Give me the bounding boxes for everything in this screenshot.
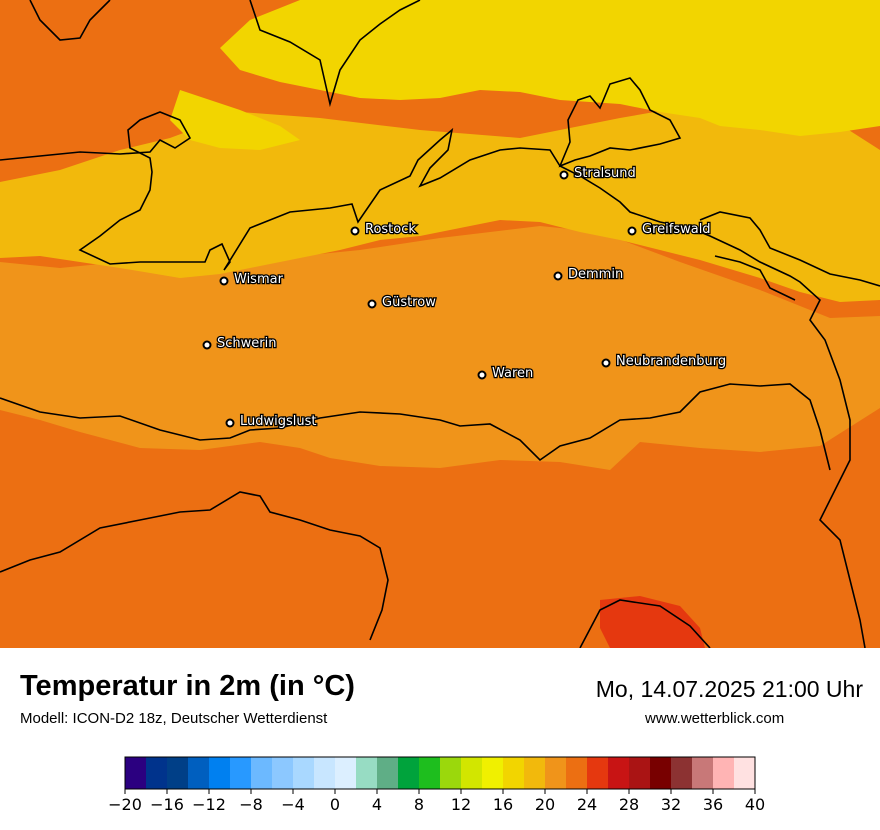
- city-label: Rostock: [365, 222, 416, 237]
- city-marker: Wismar: [219, 271, 285, 288]
- city-label: Wismar: [234, 272, 284, 287]
- legend-tick-label: 24: [577, 795, 597, 814]
- legend-tick-label: 8: [414, 795, 424, 814]
- legend-tick-label: −8: [239, 795, 263, 814]
- legend-swatch: [671, 757, 693, 789]
- city-label: Neubrandenburg: [616, 354, 726, 369]
- city-label: Demmin: [568, 267, 623, 282]
- legend-tick-label: 36: [703, 795, 723, 814]
- legend-swatch: [587, 757, 609, 789]
- forecast-datetime: Mo, 14.07.2025 21:00 Uhr: [595, 676, 863, 702]
- legend-swatch: [650, 757, 672, 789]
- legend-border: [124, 756, 756, 790]
- legend-swatch: [293, 757, 315, 789]
- city-label: Güstrow: [382, 295, 436, 310]
- model-subtitle: Modell: ICON-D2 18z, Deutscher Wetterdie…: [20, 710, 328, 727]
- city-marker: Demmin: [553, 266, 624, 283]
- legend-swatch: [482, 757, 504, 789]
- band-16-18-b: [170, 90, 300, 150]
- city-label: Ludwigslust: [240, 414, 317, 429]
- legend-tick-label: 28: [619, 795, 639, 814]
- legend-swatch: [713, 757, 735, 789]
- band-16-18: [220, 0, 880, 136]
- legend-tick-label: 12: [451, 795, 471, 814]
- city-label: Waren: [492, 366, 533, 381]
- legend-swatch: [356, 757, 378, 789]
- city-marker: Güstrow: [367, 294, 437, 311]
- legend-tick-label: 32: [661, 795, 681, 814]
- band-20-22: [0, 226, 880, 470]
- legend-tick-label: 4: [372, 795, 382, 814]
- border-east: [579, 599, 711, 648]
- legend-swatch: [566, 757, 588, 789]
- coastline-ruegen: [558, 77, 682, 168]
- legend-tick-label: 40: [745, 795, 765, 814]
- city-label: Stralsund: [574, 166, 636, 181]
- legend-swatch: [461, 757, 483, 789]
- legend-swatch: [629, 757, 651, 789]
- legend-tick-label: −12: [192, 795, 226, 814]
- border-state: [0, 383, 831, 471]
- city-marker: Schwerin: [202, 335, 278, 352]
- legend-swatch: [314, 757, 336, 789]
- coastline-usedom: [699, 211, 880, 287]
- city-marker: Stralsund: [559, 165, 637, 182]
- legend-swatch: [209, 757, 231, 789]
- legend-swatch: [146, 757, 168, 789]
- legend-swatch: [734, 757, 756, 789]
- legend-tick-label: 20: [535, 795, 555, 814]
- coastline-north: [29, 0, 111, 41]
- city-marker: Ludwigslust: [225, 413, 318, 430]
- city-dot: [601, 358, 611, 368]
- city-dot: [225, 418, 235, 428]
- legend-swatch: [398, 757, 420, 789]
- legend-swatch: [503, 757, 525, 789]
- legend-swatch: [545, 757, 567, 789]
- legend-swatch: [419, 757, 441, 789]
- legend-swatch: [524, 757, 546, 789]
- temperature-legend: −20 −16 −12 −8 −4 0 4 8 12 16 20 24 28 32 36 40: [108, 756, 765, 814]
- legend-swatch: [167, 757, 189, 789]
- city-dot: [559, 170, 569, 180]
- coastline-haff: [714, 255, 796, 301]
- city-label: Schwerin: [217, 336, 276, 351]
- legend-swatch: [251, 757, 273, 789]
- legend-swatch: [692, 757, 714, 789]
- legend-tick-label: −4: [281, 795, 305, 814]
- coastline: [0, 111, 866, 648]
- legend-swatch: [608, 757, 630, 789]
- city-marker: Waren: [477, 365, 535, 382]
- city-dot: [202, 340, 212, 350]
- city-marker: Rostock: [350, 221, 418, 238]
- city-marker: Neubrandenburg: [601, 353, 727, 370]
- city-marker: Greifswald: [627, 221, 712, 238]
- legend-swatch: [188, 757, 210, 789]
- city-dot: [627, 226, 637, 236]
- legend-tick-label: 0: [330, 795, 340, 814]
- city-dot: [219, 276, 229, 286]
- legend-swatch: [272, 757, 294, 789]
- legend-tick-label: −16: [150, 795, 184, 814]
- city-label: Greifswald: [642, 222, 711, 237]
- border-south: [0, 491, 389, 641]
- city-dot: [350, 226, 360, 236]
- website-link[interactable]: www.wetterblick.com: [645, 710, 785, 727]
- legend-swatch: [440, 757, 462, 789]
- temperature-map: Stralsund Rostock Greifswald Wismar Demmin Gü…: [0, 0, 880, 648]
- map-title: Temperatur in 2m (in °C): [20, 670, 355, 702]
- legend-swatch: [335, 757, 357, 789]
- city-dot: [553, 271, 563, 281]
- legend-swatch: [377, 757, 399, 789]
- legend-tick-label: 16: [493, 795, 513, 814]
- city-dot: [477, 370, 487, 380]
- island-outline: [249, 0, 421, 108]
- band-24-26: [600, 596, 705, 648]
- legend-tick-label: −20: [108, 795, 142, 814]
- legend-swatch: [230, 757, 252, 789]
- city-dot: [367, 299, 377, 309]
- legend-swatch: [125, 757, 147, 789]
